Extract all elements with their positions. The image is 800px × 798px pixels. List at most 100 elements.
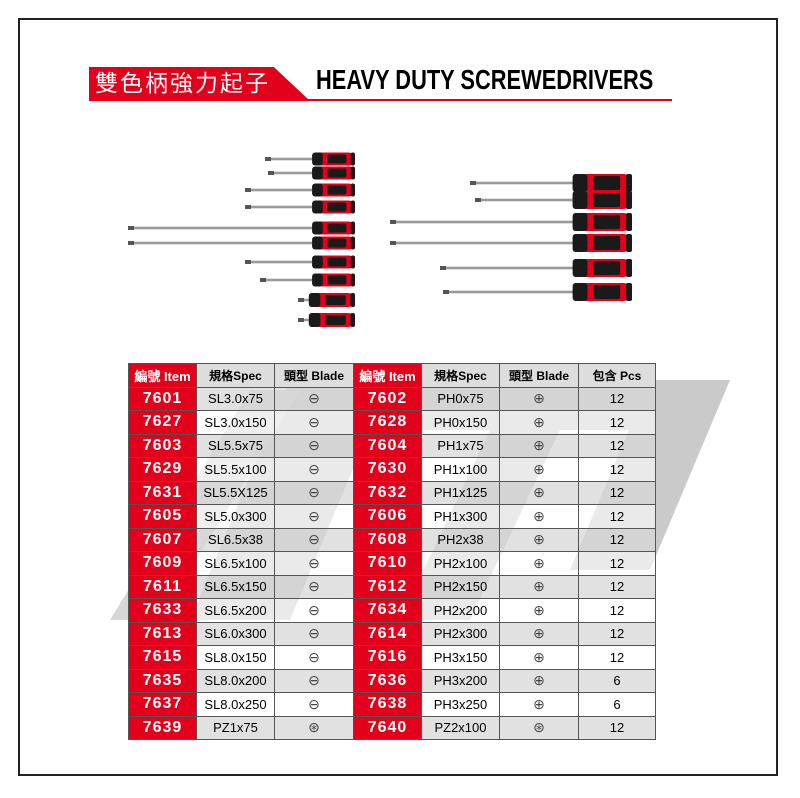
- blade-type-icon: ⊖: [274, 692, 354, 717]
- blade-type-icon: ⊖: [274, 598, 354, 623]
- blade-type-icon: ⊕: [499, 410, 579, 435]
- item-number: 7608: [353, 527, 422, 552]
- pcs-count: 12: [578, 598, 656, 623]
- header-blade: 頭型 Blade: [274, 363, 354, 388]
- table-row: 7609 SL6.5x100 ⊖ 7610 PH2x100 ⊕ 12: [128, 551, 656, 576]
- item-number: 7613: [128, 621, 197, 646]
- spec: PH2x38: [421, 527, 500, 552]
- spec: PH0x150: [421, 410, 500, 435]
- table-row: 7629 SL5.5x100 ⊖ 7630 PH1x100 ⊕ 12: [128, 457, 656, 482]
- spec: PH3x250: [421, 692, 500, 717]
- spec: SL5.5X125: [196, 480, 275, 505]
- blade-type-icon: ⊖: [274, 574, 354, 599]
- item-number: 7605: [128, 504, 197, 529]
- item-number: 7637: [128, 692, 197, 717]
- header-item: 編號 Item: [128, 363, 197, 388]
- blade-type-icon: ⊕: [499, 386, 579, 411]
- header-item: 編號 Item: [353, 363, 422, 388]
- table-row: 7639 PZ1x75 ⊛ 7640 PZ2x100 ⊛ 12: [128, 715, 656, 740]
- spec: SL5.5x75: [196, 433, 275, 458]
- item-number: 7628: [353, 410, 422, 435]
- blade-type-icon: ⊕: [499, 574, 579, 599]
- item-number: 7614: [353, 621, 422, 646]
- pcs-count: 12: [578, 386, 656, 411]
- header-spec: 規格Spec: [196, 363, 275, 388]
- spec: PH1x125: [421, 480, 500, 505]
- item-number: 7616: [353, 645, 422, 670]
- spec: PH3x150: [421, 645, 500, 670]
- item-number: 7636: [353, 668, 422, 693]
- blade-type-icon: ⊖: [274, 410, 354, 435]
- table-row: 7603 SL5.5x75 ⊖ 7604 PH1x75 ⊕ 12: [128, 433, 656, 458]
- blade-type-icon: ⊖: [274, 645, 354, 670]
- item-number: 7635: [128, 668, 197, 693]
- table-row: 7633 SL6.5x200 ⊖ 7634 PH2x200 ⊕ 12: [128, 598, 656, 623]
- item-number: 7609: [128, 551, 197, 576]
- page-border: [18, 18, 778, 776]
- item-number: 7612: [353, 574, 422, 599]
- item-number: 7610: [353, 551, 422, 576]
- blade-type-icon: ⊕: [499, 504, 579, 529]
- table-row: 7601 SL3.0x75 ⊖ 7602 PH0x75 ⊕ 12: [128, 386, 656, 411]
- item-number: 7639: [128, 715, 197, 740]
- spec: SL5.5x100: [196, 457, 275, 482]
- blade-type-icon: ⊖: [274, 457, 354, 482]
- item-number: 7601: [128, 386, 197, 411]
- blade-type-icon: ⊕: [499, 480, 579, 505]
- blade-type-icon: ⊕: [499, 621, 579, 646]
- table-row: 7615 SL8.0x150 ⊖ 7616 PH3x150 ⊕ 12: [128, 645, 656, 670]
- spec: PZ1x75: [196, 715, 275, 740]
- pcs-count: 12: [578, 457, 656, 482]
- item-number: 7607: [128, 527, 197, 552]
- pcs-count: 6: [578, 692, 656, 717]
- item-number: 7602: [353, 386, 422, 411]
- pcs-count: 12: [578, 527, 656, 552]
- blade-type-icon: ⊖: [274, 433, 354, 458]
- blade-type-icon: ⊕: [499, 668, 579, 693]
- item-number: 7633: [128, 598, 197, 623]
- screwdriver-product-image: [128, 152, 632, 327]
- title-chinese: 雙色柄強力起子: [89, 67, 309, 100]
- spec: SL6.5x38: [196, 527, 275, 552]
- blade-type-icon: ⊕: [499, 692, 579, 717]
- blade-type-icon: ⊕: [499, 645, 579, 670]
- pcs-count: 12: [578, 574, 656, 599]
- spec: SL5.0x300: [196, 504, 275, 529]
- item-number: 7627: [128, 410, 197, 435]
- spec: SL8.0x250: [196, 692, 275, 717]
- pcs-count: 12: [578, 504, 656, 529]
- spec: SL6.5x200: [196, 598, 275, 623]
- spec: SL3.0x75: [196, 386, 275, 411]
- table-row: 7627 SL3.0x150 ⊖ 7628 PH0x150 ⊕ 12: [128, 410, 656, 435]
- pcs-count: 12: [578, 480, 656, 505]
- item-number: 7604: [353, 433, 422, 458]
- table-row: 7635 SL8.0x200 ⊖ 7636 PH3x200 ⊕ 6: [128, 668, 656, 693]
- blade-type-icon: ⊖: [274, 504, 354, 529]
- table-row: 7613 SL6.0x300 ⊖ 7614 PH2x300 ⊕ 12: [128, 621, 656, 646]
- blade-type-icon: ⊖: [274, 668, 354, 693]
- blade-type-icon: ⊕: [499, 598, 579, 623]
- item-number: 7634: [353, 598, 422, 623]
- spec: SL3.0x150: [196, 410, 275, 435]
- pcs-count: 6: [578, 668, 656, 693]
- pcs-count: 12: [578, 551, 656, 576]
- spec: PH2x150: [421, 574, 500, 599]
- blade-type-icon: ⊕: [499, 551, 579, 576]
- pcs-count: 12: [578, 433, 656, 458]
- spec: SL8.0x150: [196, 645, 275, 670]
- spec: PH1x75: [421, 433, 500, 458]
- pcs-count: 12: [578, 621, 656, 646]
- blade-type-icon: ⊖: [274, 386, 354, 411]
- product-table: 編號 Item 規格Spec 頭型 Blade 編號 Item 規格Spec 頭…: [128, 363, 656, 740]
- spec: SL6.5x100: [196, 551, 275, 576]
- blade-type-icon: ⊖: [274, 527, 354, 552]
- item-number: 7603: [128, 433, 197, 458]
- spec: PH3x200: [421, 668, 500, 693]
- spec: PH2x300: [421, 621, 500, 646]
- blade-type-icon: ⊖: [274, 480, 354, 505]
- header-blade: 頭型 Blade: [499, 363, 579, 388]
- blade-type-icon: ⊖: [274, 551, 354, 576]
- item-number: 7615: [128, 645, 197, 670]
- item-number: 7611: [128, 574, 197, 599]
- table-row: 7637 SL8.0x250 ⊖ 7638 PH3x250 ⊕ 6: [128, 692, 656, 717]
